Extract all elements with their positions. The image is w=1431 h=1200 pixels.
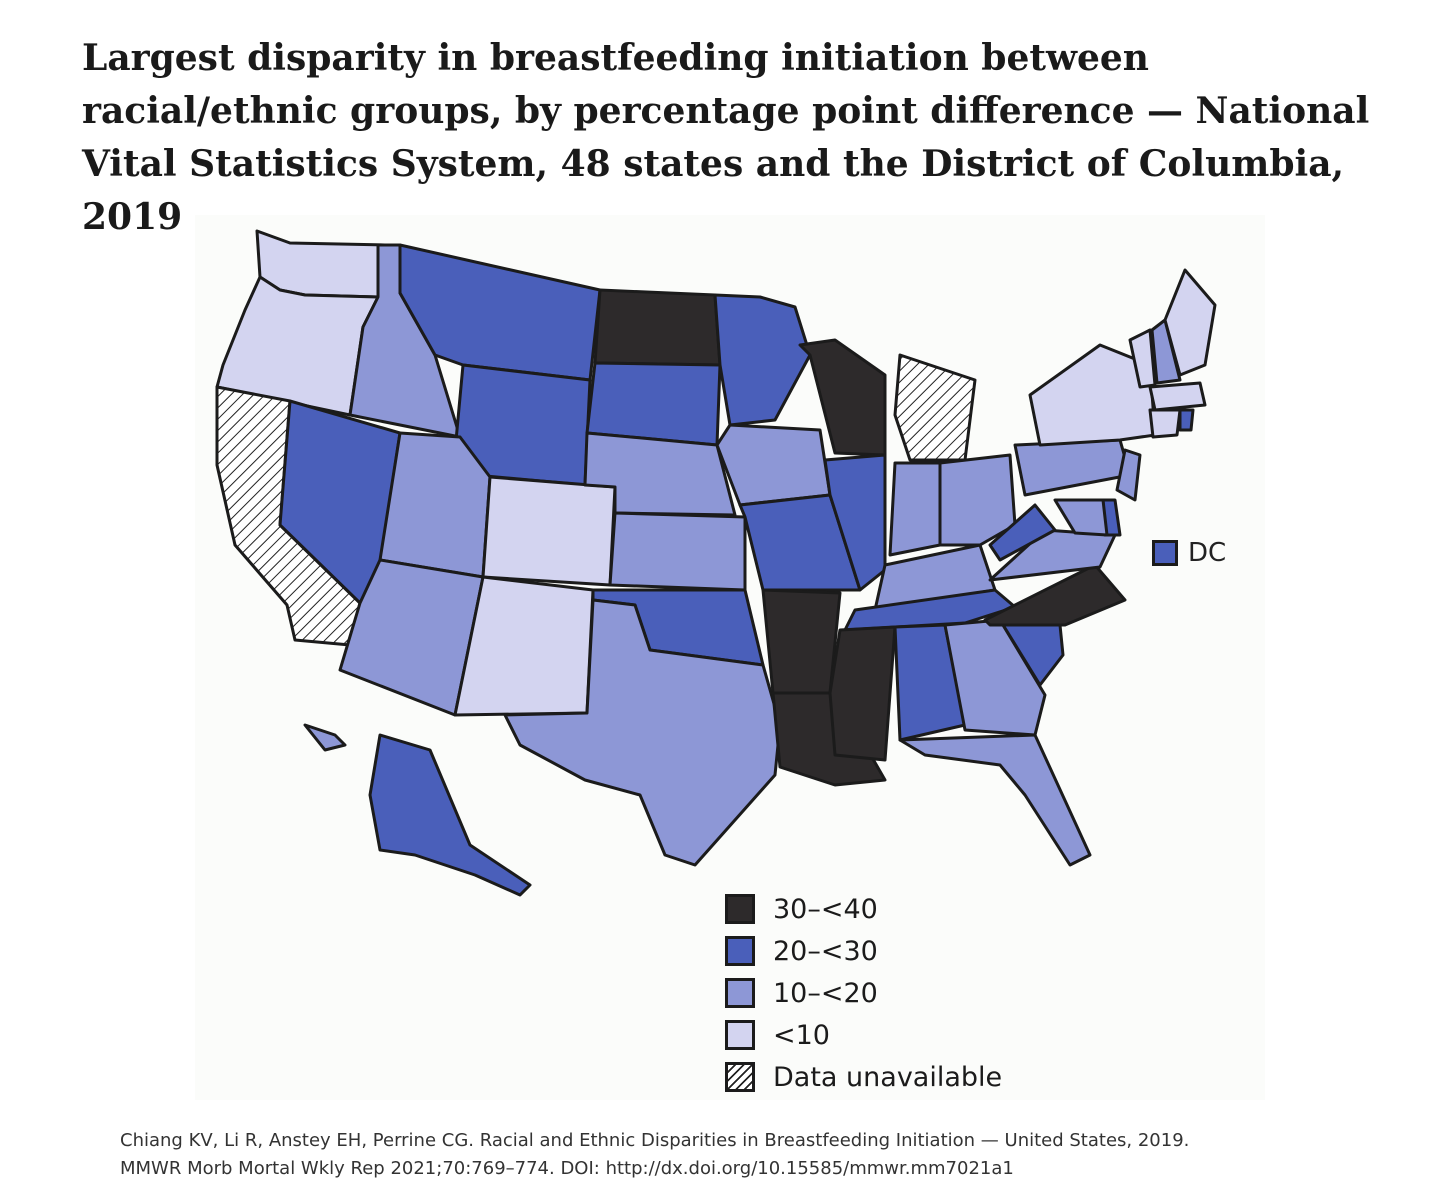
- state-co: [481, 475, 617, 587]
- legend-label-30-40: 30–<40: [773, 893, 878, 925]
- legend-label-10-20: 10–<20: [773, 977, 878, 1009]
- state-ar: [761, 588, 842, 695]
- state-oh: [938, 453, 1017, 547]
- state-pa: [1013, 438, 1132, 497]
- dc-swatch: [1152, 540, 1178, 566]
- legend-item-unavailable: Data unavailable: [725, 1056, 1002, 1098]
- legend-swatch-10-20: [725, 978, 755, 1008]
- state-ms: [828, 625, 897, 762]
- legend-swatch-lt10: [725, 1020, 755, 1050]
- citation-line-1: Chiang KV, Li R, Anstey EH, Perrine CG. …: [120, 1130, 1190, 1151]
- state-ut: [378, 431, 492, 579]
- legend-item-10-20: 10–<20: [725, 972, 1002, 1014]
- legend-swatch-30-40: [725, 894, 755, 924]
- state-ri: [1178, 408, 1195, 432]
- state-mo: [738, 493, 862, 592]
- state-nd: [593, 288, 722, 367]
- state-ma: [1148, 381, 1207, 412]
- state-tn: [843, 588, 1017, 632]
- citation-line-2: MMWR Morb Mortal Wkly Rep 2021;70:769–77…: [120, 1158, 1014, 1179]
- state-sd: [585, 361, 722, 447]
- state-la: [771, 691, 887, 787]
- state-wv: [988, 503, 1057, 562]
- legend: 30–<40 20–<30 10–<20 <10 Data unavailabl…: [725, 888, 1002, 1098]
- state-nh: [1150, 318, 1182, 385]
- state-ct: [1148, 408, 1182, 439]
- state-ak: [368, 733, 532, 897]
- legend-label-unavailable: Data unavailable: [773, 1061, 1003, 1093]
- state-in: [888, 461, 942, 557]
- legend-swatch-20-30: [725, 936, 755, 966]
- page-title: Largest disparity in breastfeeding initi…: [82, 37, 1370, 238]
- legend-label-lt10: <10: [773, 1019, 830, 1051]
- legend-label-20-30: 20–<30: [773, 935, 878, 967]
- state-il: [823, 453, 887, 592]
- state-mn: [713, 293, 812, 427]
- state-nc: [983, 563, 1127, 627]
- state-mi: [893, 353, 977, 462]
- state-ks: [608, 511, 747, 592]
- state-tx: [503, 598, 782, 867]
- state-az: [338, 558, 485, 717]
- state-nj: [1115, 448, 1142, 502]
- dc-label: DC: [1188, 538, 1227, 568]
- state-me: [1163, 268, 1217, 377]
- state-md: [1053, 498, 1109, 537]
- state-fl: [898, 733, 1092, 867]
- state-vt: [1128, 328, 1157, 389]
- us-choropleth-map: [215, 229, 1217, 897]
- dc-key: DC: [1152, 538, 1226, 568]
- legend-item-20-30: 20–<30: [725, 930, 1002, 972]
- state-ia: [715, 423, 832, 507]
- legend-item-lt10: <10: [725, 1014, 1002, 1056]
- legend-swatch-unavailable: [725, 1062, 755, 1092]
- states-layer: [215, 229, 1217, 897]
- state-hi: [303, 723, 347, 752]
- map-panel: DC: [195, 215, 1265, 1100]
- legend-item-30-40: 30–<40: [725, 888, 1002, 930]
- citation: Chiang KV, Li R, Anstey EH, Perrine CG. …: [120, 1127, 1370, 1183]
